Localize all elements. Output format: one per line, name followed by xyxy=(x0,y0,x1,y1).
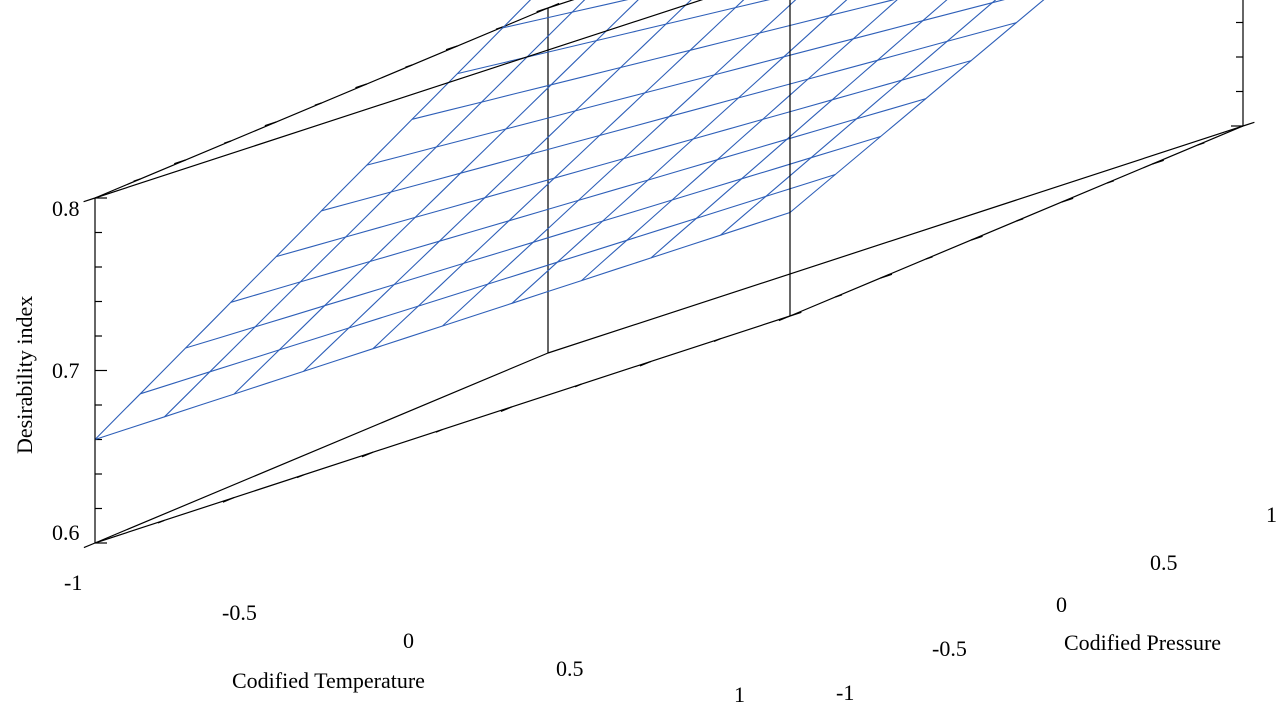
y-tick-top xyxy=(314,102,322,106)
surface-line-pressure xyxy=(321,22,1017,212)
y-tick-label-2: 0 xyxy=(1056,592,1067,617)
x-tick-label-0: -1 xyxy=(64,570,82,595)
z-tick-label-2: 0.8 xyxy=(52,196,80,221)
surface-line-pressure xyxy=(411,0,895,120)
surface-line-temperature xyxy=(233,0,639,395)
box-edge xyxy=(94,352,549,544)
y-tick-top xyxy=(495,26,503,30)
surface-line-pressure xyxy=(366,0,1005,166)
x-axis-title: Codified Temperature xyxy=(232,668,425,693)
box-front-frame xyxy=(94,0,1244,544)
y-tick-top xyxy=(355,83,367,89)
surface-line-pressure xyxy=(185,135,881,349)
y-tick-top xyxy=(224,140,232,144)
x-tick-label-3: 0.5 xyxy=(556,656,584,681)
z-axis-title: Desirability index xyxy=(12,296,37,454)
surface-line-pressure xyxy=(230,98,927,303)
x-tick-label-2: 0 xyxy=(403,628,414,653)
x-tick xyxy=(83,542,96,549)
y-axis-title: Codified Pressure xyxy=(1064,630,1221,655)
box-edge xyxy=(789,125,1244,317)
y-tick-top xyxy=(174,159,186,165)
surface-line-pressure xyxy=(276,60,972,258)
box-back-frame xyxy=(94,0,1244,544)
y-tick-top xyxy=(536,7,549,13)
y-tick-label-1: -0.5 xyxy=(932,636,967,661)
y-tick-top xyxy=(133,178,141,182)
z-tick-label-1: 0.7 xyxy=(52,358,80,383)
surface-line-temperature xyxy=(789,0,1045,213)
z-tick-label-0: 0.6 xyxy=(52,520,80,545)
surface-line-temperature xyxy=(511,0,848,304)
y-tick-top xyxy=(445,45,458,51)
box-edge xyxy=(547,125,1244,354)
y-tick-top xyxy=(83,197,96,203)
surface-line-pressure xyxy=(140,173,836,395)
surface-line-temperature xyxy=(650,0,948,259)
x-tick-top xyxy=(547,2,560,9)
y-tick-label-3: 0.5 xyxy=(1150,550,1178,575)
x-tick-label-4: 1 xyxy=(734,682,745,706)
box-edge xyxy=(94,315,791,544)
y-tick xyxy=(1242,121,1255,127)
surface-line-temperature xyxy=(94,0,532,440)
y-tick-top xyxy=(405,64,413,68)
y-tick-label-0: -1 xyxy=(836,680,854,705)
surface-line-pressure xyxy=(457,0,771,75)
x-tick-label-1: -0.5 xyxy=(222,600,257,625)
y-tick-top xyxy=(264,121,277,127)
surface-line-temperature xyxy=(720,0,997,236)
surface-line-pressure xyxy=(502,0,629,29)
surface-line-pressure xyxy=(94,211,791,441)
surface-line-temperature xyxy=(581,0,898,282)
y-tick-label-4: 1 xyxy=(1266,502,1277,527)
response-surface xyxy=(94,0,1045,441)
box-edge xyxy=(94,0,704,199)
